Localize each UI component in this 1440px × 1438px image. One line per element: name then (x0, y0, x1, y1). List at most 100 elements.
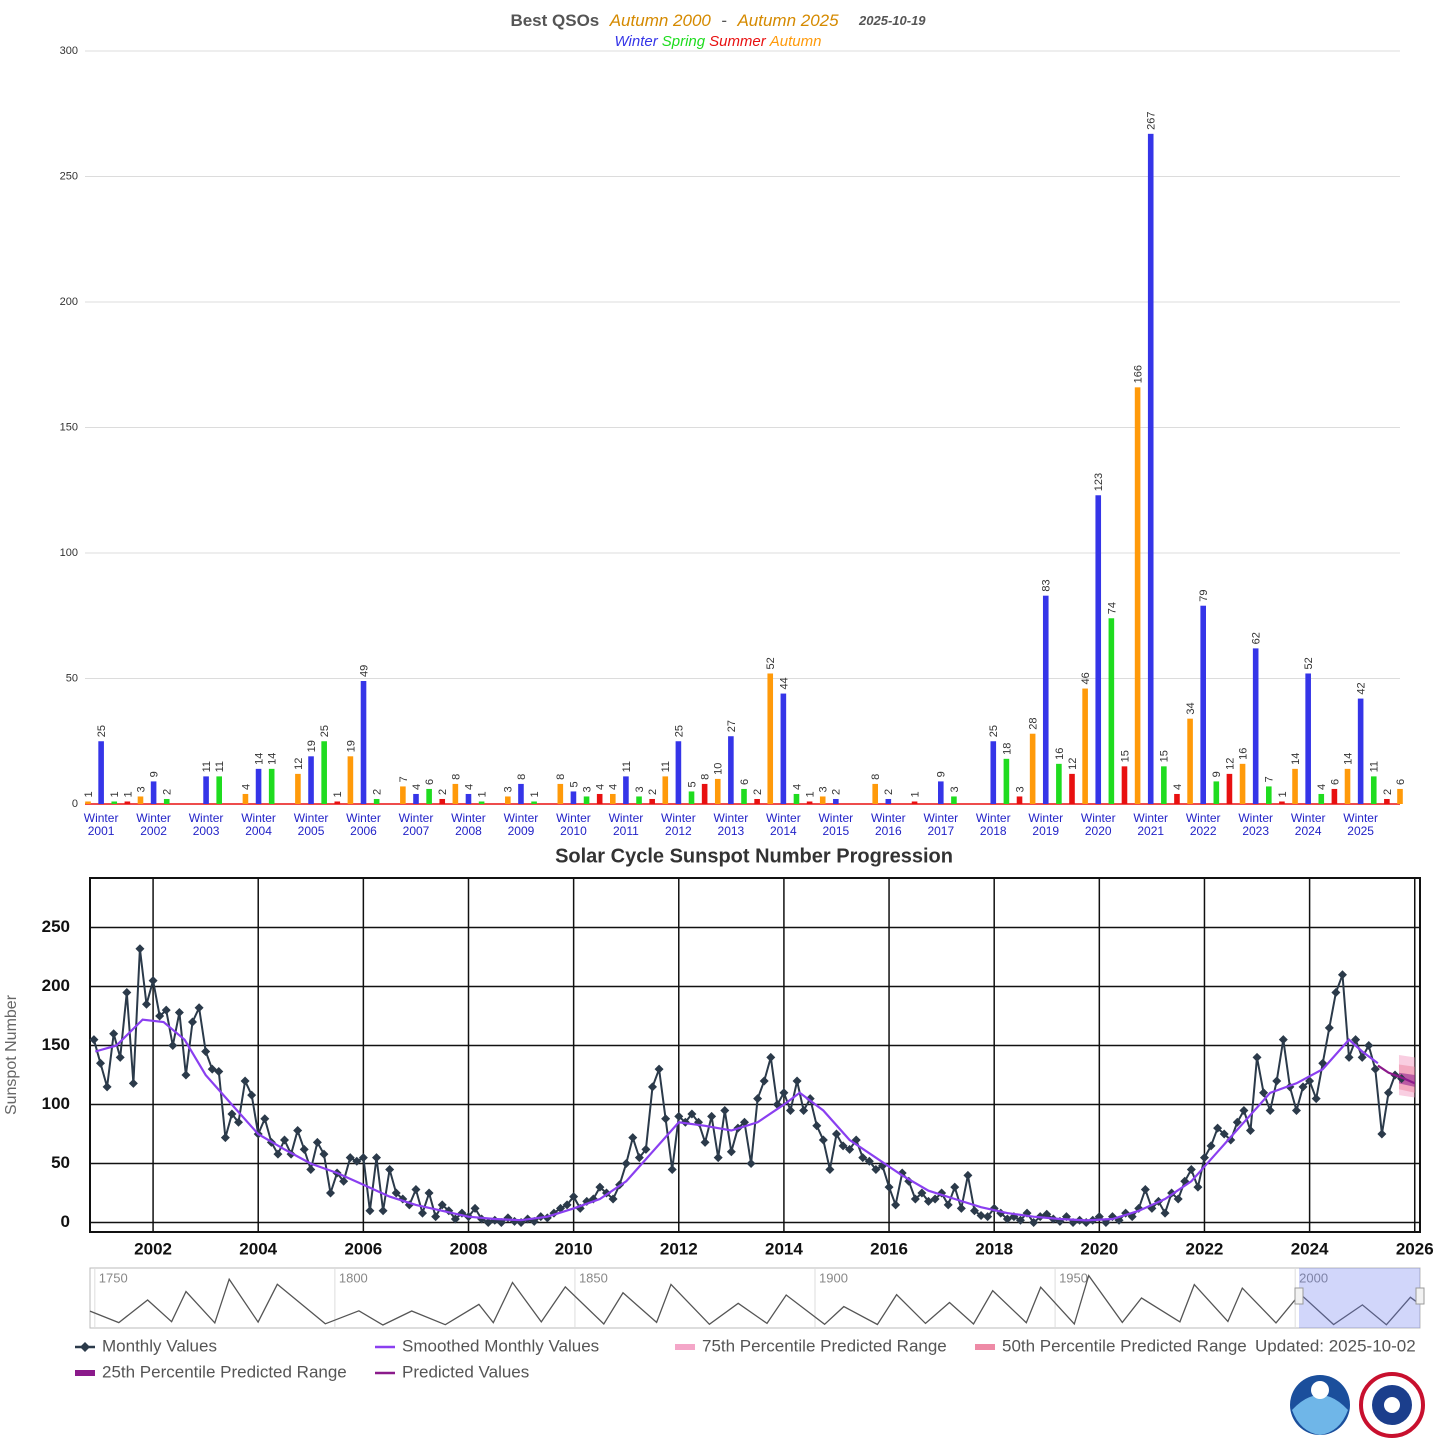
data-point (943, 1200, 953, 1210)
data-point (654, 1064, 664, 1074)
data-point (707, 1111, 717, 1121)
x-tick-label: 2016 (870, 1239, 908, 1258)
data-point (858, 1153, 868, 1163)
data-point (884, 1182, 894, 1192)
bar (98, 741, 104, 804)
bar (951, 796, 957, 804)
data-point (339, 1176, 349, 1186)
bar (1108, 618, 1115, 804)
bar (701, 783, 708, 804)
bar (741, 788, 747, 804)
bar (1331, 788, 1338, 804)
data-point (891, 1200, 901, 1210)
data-point (1370, 1064, 1380, 1074)
value-label: 4 (240, 784, 252, 790)
value-label: 9 (149, 771, 161, 777)
data-point (818, 1135, 828, 1145)
x-tick-label: Winter 2018 (975, 811, 1011, 838)
plot-area (89, 877, 1421, 1233)
nws-logo (1359, 1372, 1425, 1438)
data-point (969, 1206, 979, 1216)
data-point (838, 1141, 848, 1151)
bar (1121, 766, 1128, 804)
bar (596, 793, 603, 804)
value-label: 15 (1119, 750, 1131, 762)
bar (833, 798, 839, 804)
bar (1200, 605, 1206, 804)
data-point (1173, 1194, 1183, 1204)
data-point (825, 1164, 835, 1174)
x-tick-label: 2012 (660, 1239, 698, 1258)
data-point (319, 1149, 329, 1159)
value-label: 4 (595, 784, 607, 790)
bar (636, 796, 642, 804)
value-label: 1 (909, 791, 921, 797)
x-tick-label: 2008 (450, 1239, 488, 1258)
bar (137, 796, 144, 804)
data-point (437, 1200, 447, 1210)
bar (911, 801, 918, 804)
value-label: 3 (949, 786, 961, 792)
navigator-tick-label: 1900 (819, 1270, 848, 1285)
bar (793, 793, 800, 804)
value-label: 6 (1329, 779, 1341, 785)
data-point (753, 1094, 763, 1104)
bar (1344, 768, 1351, 804)
bar (557, 783, 564, 804)
legend-swatch (75, 1370, 95, 1376)
value-label: 2 (752, 789, 764, 795)
value-label: 1 (122, 791, 134, 797)
y-tick-label: 0 (72, 798, 78, 810)
value-label: 74 (1106, 602, 1118, 614)
bar (1397, 788, 1403, 804)
data-point (779, 1088, 789, 1098)
bar (452, 783, 459, 804)
data-point (385, 1164, 395, 1174)
y-tick-label: 250 (60, 170, 78, 182)
data-point (759, 1076, 769, 1086)
bar (623, 776, 629, 804)
data-point (1357, 1052, 1367, 1062)
x-tick-label: Winter 2008 (451, 811, 486, 838)
data-point (1351, 1035, 1361, 1045)
bar (321, 741, 327, 804)
data-point (562, 1200, 572, 1210)
data-point (1140, 1185, 1150, 1195)
data-point (845, 1144, 855, 1154)
data-point (1298, 1082, 1308, 1092)
data-point (1226, 1135, 1236, 1145)
x-tick-label: 2022 (1186, 1239, 1224, 1258)
navigator-tick-label: 1850 (579, 1270, 608, 1285)
bar (1213, 781, 1220, 804)
data-point (372, 1153, 382, 1163)
bar (819, 796, 826, 804)
value-label: 5 (568, 781, 580, 787)
data-point (628, 1133, 638, 1143)
navigator-handle (1415, 1287, 1425, 1305)
bar (518, 783, 524, 804)
data-point (739, 1117, 749, 1127)
navigator-selection (1299, 1268, 1420, 1328)
data-point (1239, 1105, 1249, 1115)
data-point (280, 1135, 290, 1145)
legend-label: 75th Percentile Predicted Range (702, 1336, 947, 1355)
bar (885, 798, 892, 804)
value-label: 3 (634, 786, 646, 792)
value-label: 1 (529, 791, 541, 797)
x-tick-label: Winter 2011 (608, 811, 644, 838)
bar (1239, 763, 1246, 804)
value-label: 14 (1290, 753, 1302, 765)
bar (334, 801, 341, 804)
navigator-handle (1294, 1287, 1304, 1305)
legend-label: 50th Percentile Predicted Range (1002, 1336, 1247, 1355)
value-label: 3 (581, 786, 593, 792)
x-tick-label: 2020 (1080, 1239, 1118, 1258)
value-label: 6 (739, 779, 751, 785)
data-point (956, 1203, 966, 1213)
y-tick-label: 150 (42, 1035, 70, 1054)
logo-bird (1311, 1381, 1329, 1399)
x-tick-label: Winter 2016 (870, 811, 906, 838)
data-point (142, 999, 152, 1009)
bar (754, 798, 760, 804)
title-to: Autumn 2025 (736, 11, 839, 30)
